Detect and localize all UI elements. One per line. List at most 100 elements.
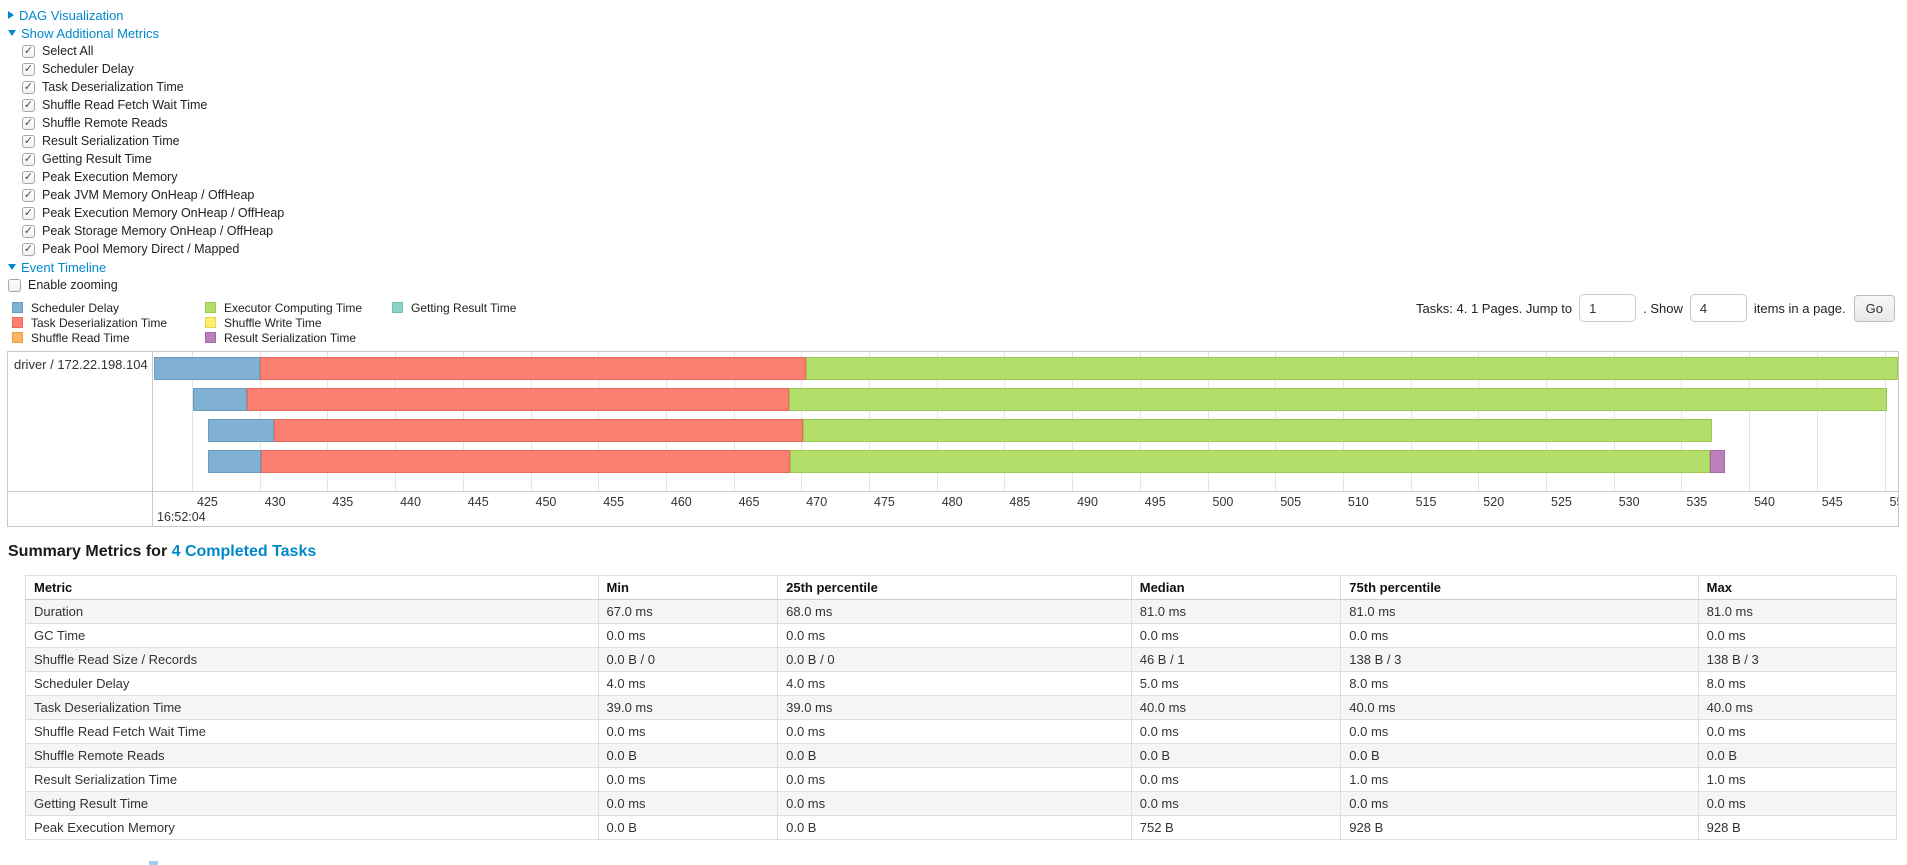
table-row: Shuffle Read Fetch Wait Time 0.0 ms 0.0 ms… [25, 719, 1897, 744]
dag-visualization-link[interactable]: DAG Visualization [19, 7, 124, 23]
task-bar-segment-serialization[interactable] [1710, 450, 1725, 473]
task-bar-segment-deserialization[interactable] [274, 419, 803, 442]
items-per-page-input[interactable] [1689, 294, 1747, 322]
legend-column: Scheduler Delay Task Deserialization Time… [12, 300, 205, 345]
column-header[interactable]: Metric [25, 575, 599, 600]
column-header[interactable]: Max [1697, 575, 1897, 600]
column-header[interactable]: 25th percentile [777, 575, 1132, 600]
table-row: Task Deserialization Time 39.0 ms 39.0 ms 4… [25, 695, 1897, 720]
checkbox-checked-icon[interactable] [22, 44, 35, 58]
additional-metrics-list: Select All Scheduler Delay Task Deserializ… [0, 42, 1907, 258]
task-bar-segment-scheduler_delay[interactable] [208, 419, 274, 442]
legend-swatch-icon [205, 317, 216, 328]
timeline-gridline [1749, 352, 1751, 491]
task-bar-segment-scheduler_delay[interactable] [208, 450, 261, 473]
task-bar-segment-executor_computing[interactable] [806, 357, 1898, 380]
checkbox-checked-icon[interactable] [22, 80, 35, 94]
metric-value-cell: 138 B / 3 [1340, 647, 1699, 672]
summary-metrics-table: Metric Min 25th percentile Median 75th perce… [25, 575, 1897, 840]
table-header-row: Metric Min 25th percentile Median 75th perce… [25, 575, 1897, 600]
table-row: Result Serialization Time 0.0 ms 0.0 ms 0.0… [25, 767, 1897, 792]
metric-option[interactable]: Peak Storage Memory OnHeap / OffHeap [22, 222, 1907, 240]
legend-column: Getting Result Time [392, 300, 516, 345]
completed-tasks-link[interactable]: 4 Completed Tasks [171, 543, 317, 560]
axis-tick-label: 485 [1009, 495, 1031, 509]
task-bar-segment-deserialization[interactable] [260, 357, 806, 380]
checkbox-checked-icon[interactable] [22, 134, 35, 148]
legend-label: Scheduler Delay [31, 300, 120, 315]
task-bar-segment-executor_computing[interactable] [790, 450, 1710, 473]
metric-value-cell: 0.0 ms [1130, 719, 1341, 744]
checkbox-checked-icon[interactable] [22, 206, 35, 220]
axis-tick-label: 490 [1077, 495, 1098, 509]
table-row: Duration 67.0 ms 68.0 ms 81.0 ms 81.0 ms 81.0… [25, 599, 1897, 624]
checkbox-checked-icon[interactable] [22, 242, 35, 256]
axis-tick-label: 495 [1144, 495, 1166, 509]
legend-item: Result Serialization Time [205, 330, 392, 345]
metric-option[interactable]: Task Deserialization Time [22, 78, 1907, 96]
checkbox-checked-icon[interactable] [22, 116, 35, 130]
axis-tick-label: 510 [1347, 495, 1369, 509]
checkbox-checked-icon[interactable] [22, 224, 35, 238]
task-bar-segment-executor_computing[interactable] [803, 419, 1712, 442]
enable-zooming-option[interactable]: Enable zooming [8, 276, 1907, 294]
event-timeline-toggle[interactable]: Event Timeline [8, 258, 1907, 276]
event-timeline-link[interactable]: Event Timeline [21, 259, 107, 275]
show-additional-metrics-link[interactable]: Show Additional Metrics [21, 25, 160, 41]
axis-tick-label: 470 [806, 495, 828, 509]
table-row: Peak Execution Memory 0.0 B 0.0 B 752 B 928 … [25, 815, 1897, 840]
metric-option-label: Result Serialization Time [42, 134, 180, 148]
axis-tick-label: 435 [332, 495, 354, 509]
task-bar-segment-deserialization[interactable] [261, 450, 790, 473]
metric-option[interactable]: Peak Execution Memory [22, 168, 1907, 186]
chevron-down-icon [8, 30, 16, 36]
metric-option-label: Peak Storage Memory OnHeap / OffHeap [42, 224, 274, 238]
metric-value-cell: 8.0 ms [1340, 671, 1699, 696]
metric-option[interactable]: Scheduler Delay [22, 60, 1907, 78]
metric-option[interactable]: Getting Result Time [22, 150, 1907, 168]
metric-value-cell: 0.0 ms [1130, 623, 1341, 648]
dag-visualization-toggle[interactable]: DAG Visualization [8, 6, 1907, 24]
metric-option[interactable]: Select All [22, 42, 1907, 60]
checkbox-checked-icon[interactable] [22, 62, 35, 76]
metric-option-label: Select All [42, 44, 94, 58]
checkbox-checked-icon[interactable] [22, 152, 35, 166]
metric-option[interactable]: Shuffle Remote Reads [22, 114, 1907, 132]
go-button[interactable]: Go [1853, 294, 1895, 322]
pagination-suffix-text: items in a page. [1753, 300, 1846, 316]
show-additional-metrics-toggle[interactable]: Show Additional Metrics [8, 24, 1907, 42]
metric-option[interactable]: Peak JVM Memory OnHeap / OffHeap [22, 186, 1907, 204]
metric-option[interactable]: Shuffle Read Fetch Wait Time [22, 96, 1907, 114]
metric-value-cell: 138 B / 3 [1697, 647, 1897, 672]
axis-tick-label: 545 [1821, 495, 1843, 509]
metric-name-cell: Duration [25, 599, 599, 624]
task-bar-segment-deserialization[interactable] [247, 388, 789, 411]
legend-label: Shuffle Read Time [31, 330, 130, 345]
legend-label: Getting Result Time [411, 300, 517, 315]
task-bar-segment-scheduler_delay[interactable] [154, 357, 260, 380]
metric-value-cell: 0.0 ms [1697, 719, 1897, 744]
column-header[interactable]: Median [1130, 575, 1341, 600]
column-header[interactable]: Min [597, 575, 778, 600]
task-bar-segment-executor_computing[interactable] [789, 388, 1887, 411]
checkbox-unchecked-icon[interactable] [8, 278, 21, 292]
metric-option-label: Shuffle Remote Reads [42, 116, 168, 130]
metric-name-cell: GC Time [25, 623, 599, 648]
jump-to-page-input[interactable] [1579, 294, 1637, 322]
metric-value-cell: 81.0 ms [1130, 599, 1341, 624]
column-header[interactable]: 75th percentile [1340, 575, 1699, 600]
checkbox-checked-icon[interactable] [22, 98, 35, 112]
checkbox-checked-icon[interactable] [22, 188, 35, 202]
metric-value-cell: 81.0 ms [1697, 599, 1897, 624]
metric-name-cell: Shuffle Read Size / Records [25, 647, 599, 672]
legend-swatch-icon [12, 302, 23, 313]
timeline-plot-area[interactable]: 16:52:04 425 430 435 440 445 450 455 460 465 470 4… [154, 352, 1898, 526]
metric-value-cell: 1.0 ms [1340, 767, 1699, 792]
metric-option[interactable]: Peak Execution Memory OnHeap / OffHeap [22, 204, 1907, 222]
table-row: Scheduler Delay 4.0 ms 4.0 ms 5.0 ms 8.0 ms 8… [25, 671, 1897, 696]
task-bar-segment-scheduler_delay[interactable] [193, 388, 247, 411]
axis-tick-label: 540 [1754, 495, 1775, 509]
metric-option[interactable]: Peak Pool Memory Direct / Mapped [22, 240, 1907, 258]
metric-option[interactable]: Result Serialization Time [22, 132, 1907, 150]
checkbox-checked-icon[interactable] [22, 170, 35, 184]
